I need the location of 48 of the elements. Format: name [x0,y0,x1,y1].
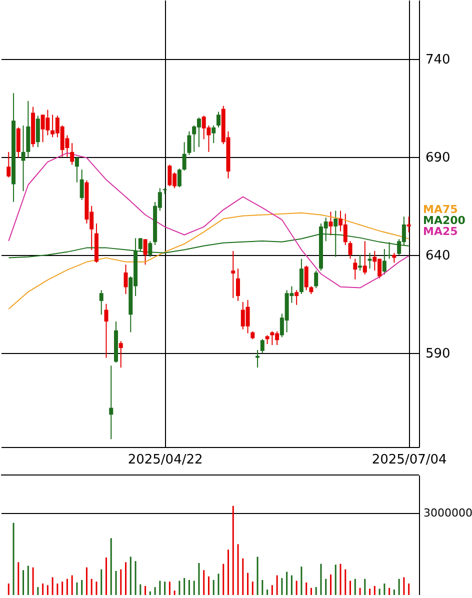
candlestick [118,340,123,368]
candlestick [328,211,333,236]
candlestick [212,124,216,144]
y-tick-label: 3000000 [424,506,472,520]
candlestick [216,111,220,128]
candlestick [260,338,264,354]
text: MA25 [423,225,458,238]
candlestick [21,124,26,192]
y-tick-label: 640 [426,248,450,264]
candlestick [314,270,318,289]
x-tick-label: 2025/07/04 [372,452,447,468]
x-tick-label: 2025/04/22 [128,452,203,468]
candlestick [304,265,308,291]
candlestick [358,254,362,272]
candlestick [299,258,304,295]
candlestick [16,126,20,158]
candlestick [124,264,128,295]
candlestick [368,252,372,270]
candlestick [294,290,299,306]
line-series [8,152,410,288]
text: MA200 [423,214,466,228]
y-tick-label: 690 [426,150,450,166]
candlestick [392,252,396,264]
candlestick [362,240,367,275]
text: MA75 [423,203,458,216]
candlestick [353,258,358,280]
candlestick [138,238,142,252]
candlestick [70,142,74,166]
candlestick [109,365,114,440]
candlestick [6,151,11,178]
candlestick [236,268,240,302]
candlestick [74,156,79,183]
candlestick [80,169,84,200]
candlestick [143,238,148,266]
candlestick [104,303,108,358]
y-tick-label: 590 [426,346,450,362]
candlestick [99,290,104,316]
candlestick [348,240,352,260]
line-series [8,212,410,310]
candlestick [182,142,186,172]
candlestick [187,130,192,156]
candlestick [231,250,236,298]
candlestick [382,248,386,275]
candlestick [36,115,40,148]
candlestick [177,168,182,188]
candlestick [256,349,260,368]
y-tick-label: 740 [426,52,450,68]
candlestick [406,216,411,233]
